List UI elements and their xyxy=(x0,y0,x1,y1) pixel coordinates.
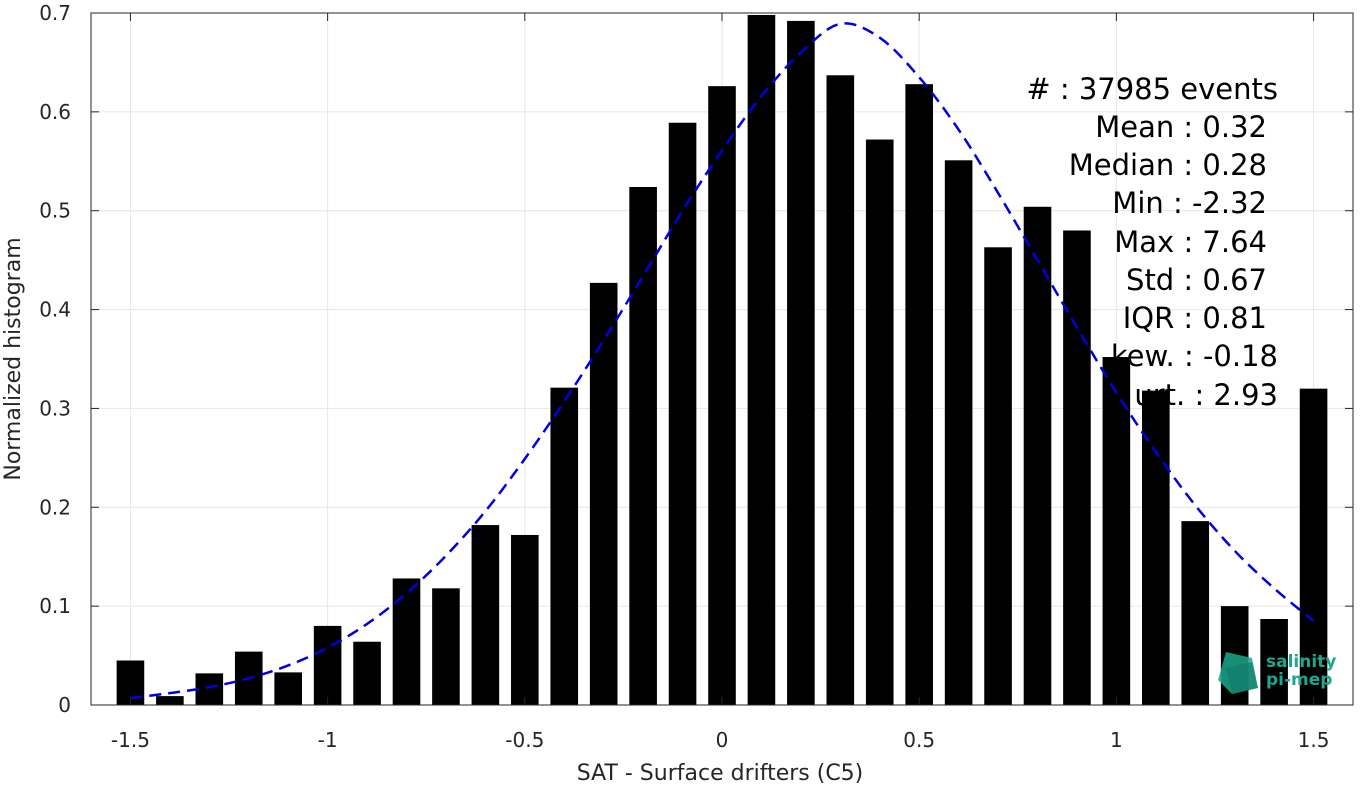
x-tick-label-5: 1 xyxy=(1110,728,1123,752)
x-tick-label-2: -0.5 xyxy=(505,728,544,752)
bar-4 xyxy=(274,672,302,705)
y-tick-label-4: 0.4 xyxy=(39,298,71,322)
bar-15 xyxy=(708,86,736,705)
stats-median: Median : 0.28 xyxy=(1069,148,1267,182)
bar-25 xyxy=(1102,357,1131,705)
x-tick-label-4: 0.5 xyxy=(903,728,935,752)
bar-14 xyxy=(668,122,697,705)
stats-skewness: kew. : -0.18 xyxy=(1111,339,1278,373)
stats-iqr: IQR : 0.81 xyxy=(1123,301,1267,335)
bar-8 xyxy=(432,588,460,705)
bar-12 xyxy=(589,282,618,705)
stats-min: Min : -2.32 xyxy=(1112,186,1267,220)
bar-9 xyxy=(471,525,500,705)
bar-30 xyxy=(1299,388,1328,705)
bar-1 xyxy=(156,696,184,705)
salinity-pimep-logo: salinity pi-mep xyxy=(1218,652,1336,694)
bar-13 xyxy=(629,186,657,705)
bar-27 xyxy=(1181,521,1210,705)
bar-2 xyxy=(195,673,224,705)
x-axis-ticks: -1.5 -1 -0.5 0 0.5 1 1.5 xyxy=(111,13,1330,752)
logo-text-salinity: salinity xyxy=(1266,652,1336,672)
x-tick-label-0: -1.5 xyxy=(111,728,150,752)
stats-kurtosis: urt. : 2.93 xyxy=(1134,378,1278,412)
logo-text-pimep: pi-mep xyxy=(1266,670,1332,690)
x-axis-label: SAT - Surface drifters (C5) xyxy=(577,761,864,785)
y-tick-label-7: 0.7 xyxy=(39,1,71,25)
y-axis-label: Normalized histogram xyxy=(1,237,26,480)
y-tick-label-2: 0.2 xyxy=(39,495,71,519)
bar-26 xyxy=(1142,390,1170,705)
bar-29 xyxy=(1260,618,1288,705)
stats-box: # : 37985 events Mean : 0.32 Median : 0.… xyxy=(1026,72,1278,412)
y-axis-ticks: 0 0.1 0.2 0.3 0.4 0.5 0.6 0.7 xyxy=(39,1,1353,717)
bar-22 xyxy=(984,247,1012,705)
bar-21 xyxy=(944,160,973,706)
y-tick-label-1: 0.1 xyxy=(39,594,71,618)
bar-5 xyxy=(313,625,342,705)
bar-7 xyxy=(392,578,421,705)
y-tick-label-0: 0 xyxy=(58,693,71,717)
bar-19 xyxy=(865,139,894,706)
y-tick-label-6: 0.6 xyxy=(39,100,71,124)
stats-std: Std : 0.67 xyxy=(1126,263,1267,297)
x-tick-label-1: -1 xyxy=(318,728,338,752)
bar-23 xyxy=(1023,206,1052,705)
bar-18 xyxy=(826,75,855,705)
fit-curve xyxy=(130,22,1315,700)
bar-11 xyxy=(550,387,579,705)
y-tick-label-5: 0.5 xyxy=(39,199,71,223)
stats-mean: Mean : 0.32 xyxy=(1095,110,1267,144)
bar-10 xyxy=(511,534,539,705)
cube-icon xyxy=(1218,652,1258,694)
bar-17 xyxy=(787,20,815,706)
y-tick-label-3: 0.3 xyxy=(39,396,71,420)
x-tick-label-6: 1.5 xyxy=(1298,728,1330,752)
bar-24 xyxy=(1063,230,1091,705)
stats-count: # : 37985 events xyxy=(1026,72,1278,106)
x-tick-label-3: 0 xyxy=(716,728,729,752)
bar-6 xyxy=(353,641,381,705)
bar-16 xyxy=(747,14,776,705)
bar-20 xyxy=(905,84,933,706)
stats-max: Max : 7.64 xyxy=(1114,225,1267,259)
